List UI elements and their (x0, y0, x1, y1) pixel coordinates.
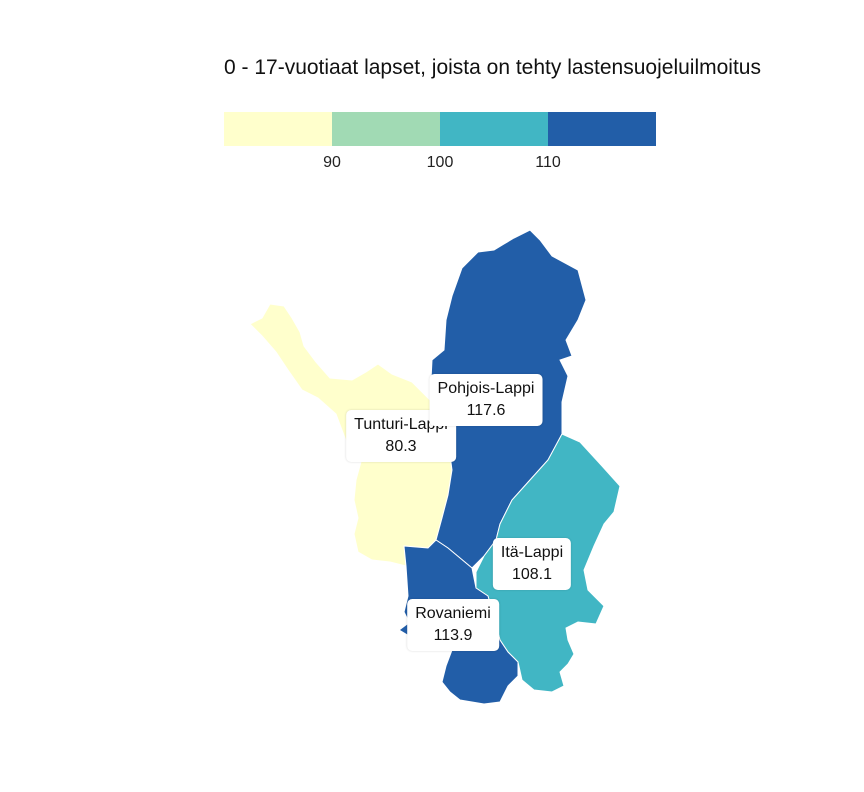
region-value: 113.9 (433, 627, 473, 644)
legend-tick-100: 100 (426, 154, 454, 171)
region-name: Itä-Lappi (500, 544, 564, 561)
map-title: 0 - 17-vuotiaat lapset, joista on tehty … (224, 56, 761, 79)
region-value: 117.6 (466, 402, 506, 419)
region-name: Tunturi-Lappi (354, 416, 448, 433)
region-name: Rovaniemi (415, 605, 491, 622)
region-value: 108.1 (511, 566, 553, 583)
legend-tick-110: 110 (535, 154, 561, 171)
legend-swatch-4 (548, 112, 656, 146)
label-rovaniemi: Rovaniemi 113.9 (407, 599, 499, 651)
legend-swatch-2 (332, 112, 440, 146)
region-name: Pohjois-Lappi (437, 380, 535, 397)
label-ita-lappi: Itä-Lappi 108.1 (492, 538, 572, 590)
legend-swatch-3 (440, 112, 548, 146)
legend-swatch-1 (224, 112, 332, 146)
legend-tick-90: 90 (323, 154, 341, 171)
region-value: 80.3 (385, 438, 417, 455)
label-pohjois-lappi: Pohjois-Lappi 117.6 (429, 374, 543, 426)
color-legend (224, 112, 656, 146)
